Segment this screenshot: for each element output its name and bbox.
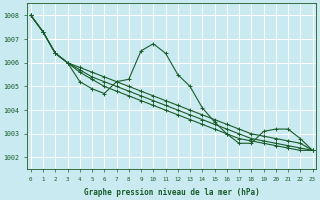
- X-axis label: Graphe pression niveau de la mer (hPa): Graphe pression niveau de la mer (hPa): [84, 188, 260, 197]
